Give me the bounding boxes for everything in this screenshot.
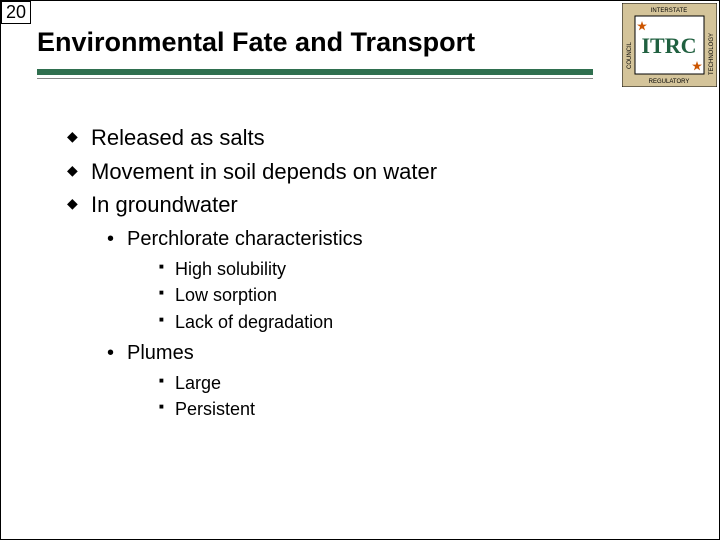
- logo-left-text: COUNCIL: [627, 41, 633, 69]
- bullet-lvl3: Low sorption: [67, 283, 627, 307]
- bullet-lvl1: Released as salts: [67, 123, 627, 153]
- logo-right-text: TECHNOLOGY: [709, 33, 715, 75]
- slide-title: Environmental Fate and Transport: [37, 27, 475, 58]
- content-area: Released as salts Movement in soil depen…: [67, 123, 627, 424]
- bullet-lvl3: High solubility: [67, 257, 627, 281]
- logo-bottom-text: REGULATORY: [649, 79, 690, 85]
- itrc-logo: INTERSTATE REGULATORY COUNCIL TECHNOLOGY…: [622, 3, 717, 87]
- bullet-lvl2: Plumes: [67, 340, 627, 367]
- title-underline: [37, 69, 593, 79]
- logo-star-icon: [692, 61, 702, 70]
- logo-main-text: ITRC: [641, 33, 696, 58]
- bullet-lvl1: In groundwater: [67, 190, 627, 220]
- bullet-lvl3: Large: [67, 371, 627, 395]
- logo-top-text: INTERSTATE: [651, 8, 687, 14]
- bullet-lvl2: Perchlorate characteristics: [67, 226, 627, 253]
- page-number: 20: [1, 1, 31, 24]
- bullet-lvl1: Movement in soil depends on water: [67, 157, 627, 187]
- logo-star-icon: [637, 21, 647, 30]
- bullet-lvl3: Lack of degradation: [67, 310, 627, 334]
- bullet-lvl3: Persistent: [67, 397, 627, 421]
